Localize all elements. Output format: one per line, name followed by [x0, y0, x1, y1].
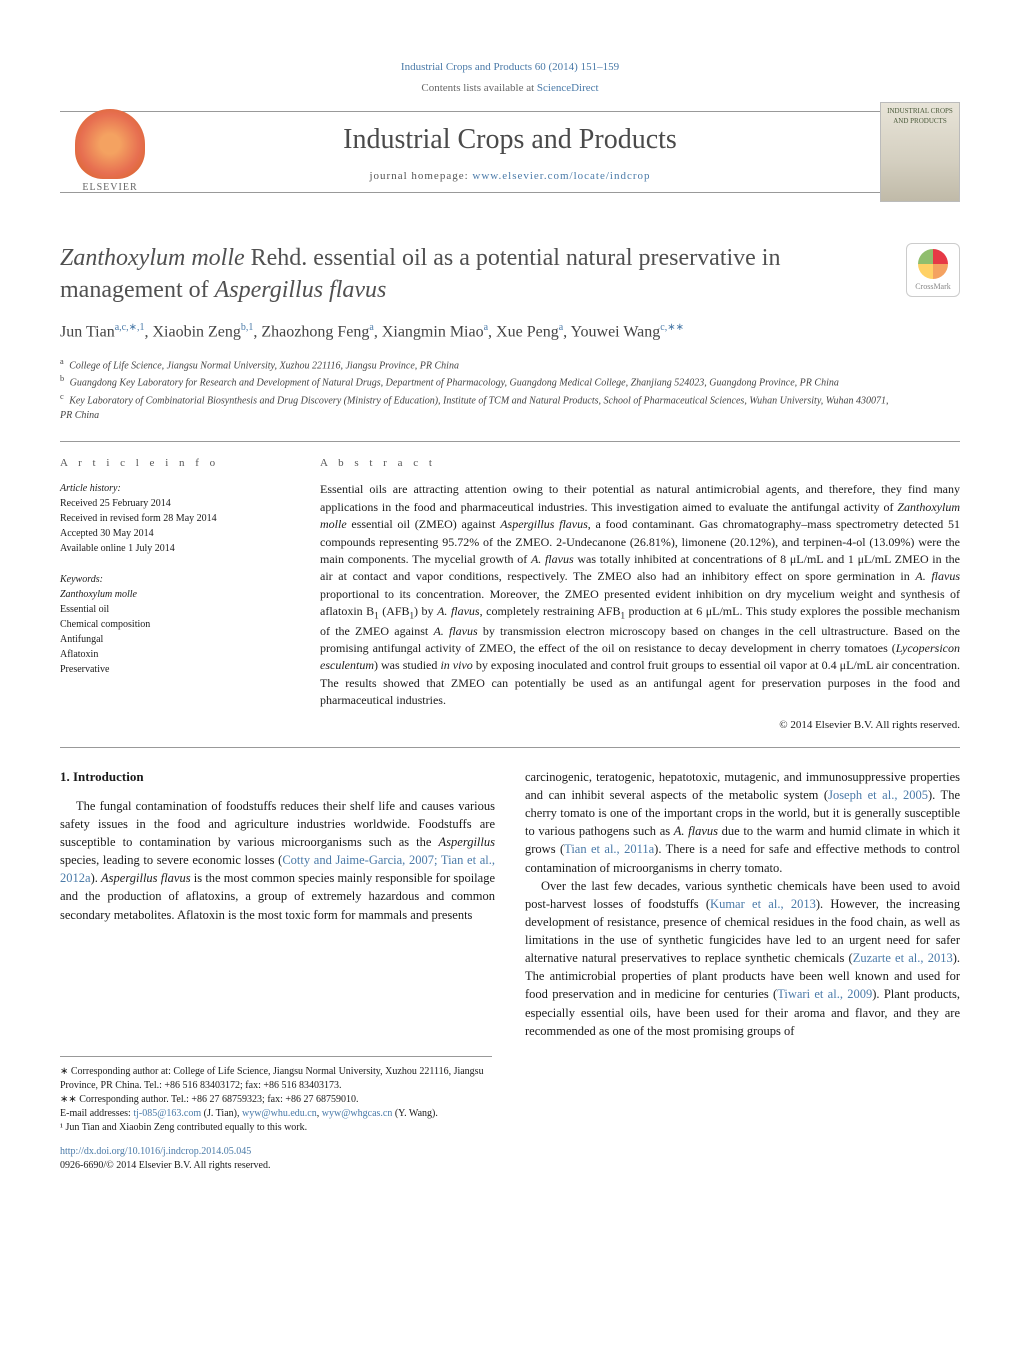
footnote-emails: E-mail addresses: tj-085@163.com (J. Tia… [60, 1107, 492, 1121]
article-history: Article history: Received 25 February 20… [60, 481, 290, 556]
title-italic-1: Zanthoxylum molle [60, 245, 245, 271]
elsevier-tree-icon [75, 109, 145, 179]
intro-heading: 1. Introduction [60, 768, 495, 787]
sciencedirect-link[interactable]: ScienceDirect [537, 82, 599, 94]
keyword: Aflatoxin [60, 647, 290, 662]
crossmark-icon [918, 249, 948, 279]
keyword: Preservative [60, 662, 290, 677]
footnote-corresponding-1: ∗ Corresponding author at: College of Li… [60, 1065, 492, 1093]
crossmark-label: CrossMark [915, 281, 951, 292]
keyword: Antifungal [60, 632, 290, 647]
authors: Jun Tiana,c,∗,1, Xiaobin Zengb,1, Zhaozh… [60, 320, 896, 344]
abstract-copyright: © 2014 Elsevier B.V. All rights reserved… [320, 718, 960, 733]
homepage-prefix: journal homepage: [369, 170, 472, 182]
journal-homepage: journal homepage: www.elsevier.com/locat… [170, 169, 850, 184]
title-italic-2: Aspergillus flavus [215, 277, 387, 303]
footnotes: ∗ Corresponding author at: College of Li… [60, 1056, 492, 1135]
homepage-link[interactable]: www.elsevier.com/locate/indcrop [472, 170, 650, 182]
affiliations: a College of Life Science, Jiangsu Norma… [60, 356, 896, 423]
affiliation-line: a College of Life Science, Jiangsu Norma… [60, 356, 896, 373]
footnote-corresponding-2: ∗∗ Corresponding author. Tel.: +86 27 68… [60, 1093, 492, 1107]
email-link[interactable]: tj-085@163.com [133, 1108, 201, 1119]
keywords-block: Keywords: Zanthoxylum molleEssential oil… [60, 572, 290, 677]
issn-line: 0926-6690/© 2014 Elsevier B.V. All right… [60, 1160, 270, 1171]
article-title: Zanthoxylum molle Rehd. essential oil as… [60, 243, 896, 305]
history-line: Available online 1 July 2014 [60, 541, 290, 556]
doi-block: http://dx.doi.org/10.1016/j.indcrop.2014… [60, 1145, 960, 1173]
doi-link[interactable]: http://dx.doi.org/10.1016/j.indcrop.2014… [60, 1146, 251, 1157]
keyword: Zanthoxylum molle [60, 587, 290, 602]
history-line: Received in revised form 28 May 2014 [60, 511, 290, 526]
affiliation-line: c Key Laboratory of Combinatorial Biosyn… [60, 391, 896, 423]
history-line: Received 25 February 2014 [60, 496, 290, 511]
crossmark-badge[interactable]: CrossMark [906, 243, 960, 297]
journal-cover-thumb[interactable]: INDUSTRIAL CROPS AND PRODUCTS [880, 102, 960, 202]
elsevier-label: ELSEVIER [82, 181, 137, 195]
elsevier-logo[interactable]: ELSEVIER [60, 102, 160, 202]
abstract-label: A B S T R A C T [320, 456, 960, 471]
contents-prefix: Contents lists available at [421, 82, 536, 94]
email-link[interactable]: wyw@whu.edu.cn [242, 1108, 317, 1119]
keywords-label: Keywords: [60, 572, 290, 587]
email-link[interactable]: wyw@whgcas.cn [322, 1108, 393, 1119]
intro-para-2: carcinogenic, teratogenic, hepatotoxic, … [525, 768, 960, 877]
contents-available: Contents lists available at ScienceDirec… [60, 81, 960, 96]
journal-name: Industrial Crops and Products [170, 120, 850, 159]
keyword: Essential oil [60, 602, 290, 617]
footnote-equal-contrib: ¹ Jun Tian and Xiaobin Zeng contributed … [60, 1121, 492, 1135]
journal-bar: ELSEVIER Industrial Crops and Products j… [60, 111, 960, 194]
affiliation-line: b Guangdong Key Laboratory for Research … [60, 373, 896, 390]
intro-para-1: The fungal contamination of foodstuffs r… [60, 797, 495, 924]
keyword: Chemical composition [60, 617, 290, 632]
intro-para-3: Over the last few decades, various synth… [525, 877, 960, 1040]
citation-header: Industrial Crops and Products 60 (2014) … [60, 60, 960, 75]
history-line: Accepted 30 May 2014 [60, 526, 290, 541]
history-label: Article history: [60, 481, 290, 496]
article-info-label: A R T I C L E I N F O [60, 456, 290, 471]
abstract-text: Essential oils are attracting attention … [320, 481, 960, 709]
